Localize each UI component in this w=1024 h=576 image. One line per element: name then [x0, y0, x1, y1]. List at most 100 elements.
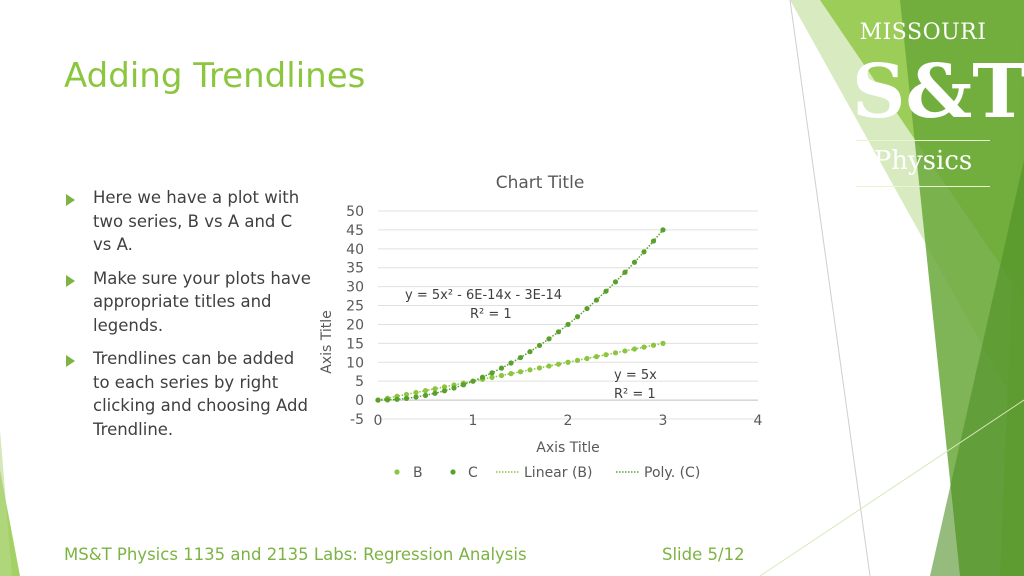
data-point: [612, 350, 619, 356]
linear-trendline-r2[interactable]: R² = 1: [614, 387, 656, 402]
data-point: [536, 365, 543, 371]
slide-number: Slide 5/12: [662, 545, 745, 564]
legend-marker-b: [394, 469, 400, 475]
bullet-arrow-icon: [66, 355, 75, 367]
legend-marker-c: [450, 469, 456, 475]
poly-trendline-equation[interactable]: y = 5x² - 6E-14x - 3E-14: [405, 288, 562, 303]
x-tick-label: 3: [659, 413, 668, 429]
x-tick-label: 1: [469, 413, 478, 429]
logo-top-text: MISSOURI: [859, 20, 987, 45]
data-point: [631, 346, 638, 352]
data-point: [650, 342, 657, 348]
data-points: [375, 227, 666, 403]
data-point: [432, 386, 438, 392]
data-point: [451, 385, 457, 391]
data-point: [384, 397, 391, 403]
chart-legend[interactable]: B C Linear (B) Poly. (C): [394, 465, 700, 481]
data-point: [565, 359, 571, 365]
bullet-list: Here we have a plot with two series, B v…: [64, 186, 314, 451]
data-point: [641, 249, 647, 255]
data-point: [517, 369, 524, 375]
data-point: [413, 394, 419, 400]
missouri-st-physics-logo: MISSOURI S&T Physics: [852, 20, 1024, 190]
legend-label-b: B: [413, 465, 423, 481]
data-point: [413, 389, 419, 396]
data-point: [422, 388, 429, 394]
x-tick-label: 4: [754, 413, 763, 429]
bullet-arrow-icon: [66, 194, 75, 206]
y-tick-label: 20: [346, 317, 364, 333]
data-point: [403, 395, 410, 401]
data-point: [593, 354, 600, 360]
data-point: [555, 361, 562, 367]
data-point: [612, 279, 619, 285]
data-point: [584, 355, 590, 362]
data-point: [375, 397, 381, 403]
data-point: [603, 288, 609, 294]
data-point: [489, 374, 495, 380]
x-tick-label: 2: [564, 413, 573, 429]
data-point: [546, 363, 552, 369]
slide-title: Adding Trendlines: [64, 56, 366, 96]
data-point: [489, 370, 495, 376]
data-point: [603, 352, 609, 358]
data-point: [527, 349, 533, 355]
y-tick-label: 35: [346, 261, 364, 277]
data-point: [593, 297, 600, 303]
data-point: [555, 329, 562, 335]
bullet-item: Make sure your plots have appropriate ti…: [64, 267, 314, 338]
data-point: [660, 227, 666, 233]
data-point: [498, 365, 505, 371]
y-tick-label: 40: [346, 242, 364, 258]
bullet-text: Make sure your plots have appropriate ti…: [93, 268, 311, 335]
y-tick-label: 10: [346, 355, 364, 371]
data-point: [574, 357, 581, 363]
data-point: [517, 354, 524, 361]
data-point: [650, 238, 657, 244]
y-tick-label: 25: [346, 299, 364, 315]
data-point: [584, 305, 590, 312]
data-point: [498, 372, 505, 379]
x-axis-title[interactable]: Axis Title: [536, 440, 600, 456]
data-point: [403, 391, 410, 398]
legend-label-poly-c: Poly. (C): [644, 465, 700, 481]
logo-mark-text: S&T: [852, 49, 1024, 135]
data-point: [565, 321, 571, 328]
bullet-item: Here we have a plot with two series, B v…: [64, 186, 314, 257]
scatter-chart[interactable]: -5 0 5 10 15 20 25 30 35 40 45 50 0 1 2 3 4 Chart Title…: [310, 165, 780, 495]
data-point: [394, 396, 400, 402]
data-point: [546, 336, 552, 342]
data-point: [470, 378, 476, 384]
y-tick-label: 30: [346, 280, 364, 296]
poly-trendline-r2[interactable]: R² = 1: [470, 307, 512, 322]
chart-title[interactable]: Chart Title: [496, 173, 585, 193]
data-point: [622, 269, 628, 275]
x-tick-label: 0: [374, 413, 383, 429]
y-tick-label: 5: [355, 374, 364, 390]
data-point: [622, 348, 628, 354]
data-point: [660, 340, 666, 346]
data-point: [432, 390, 438, 396]
bullet-arrow-icon: [66, 274, 75, 287]
data-point: [441, 384, 448, 390]
data-point: [422, 392, 429, 398]
y-axis-title[interactable]: Axis Title: [319, 310, 335, 374]
data-point: [527, 367, 533, 373]
data-point: [631, 259, 638, 265]
chart-gridlines: [378, 210, 758, 420]
y-tick-label: -5: [350, 412, 364, 428]
bullet-text: Trendlines can be added to each series b…: [93, 349, 308, 439]
data-point: [536, 342, 543, 349]
linear-trendline-equation[interactable]: y = 5x: [614, 368, 657, 383]
y-tick-label: 45: [346, 223, 364, 239]
data-point: [460, 382, 467, 388]
data-point: [441, 388, 448, 394]
data-point: [508, 360, 514, 366]
data-point: [479, 374, 486, 380]
logo-divider: [856, 186, 990, 187]
data-point: [574, 314, 581, 320]
footer-text: MS&T Physics 1135 and 2135 Labs: Regress…: [64, 545, 527, 564]
data-point: [641, 344, 647, 350]
y-tick-labels: -5 0 5 10 15 20 25 30 35 40 45 50: [346, 204, 364, 428]
